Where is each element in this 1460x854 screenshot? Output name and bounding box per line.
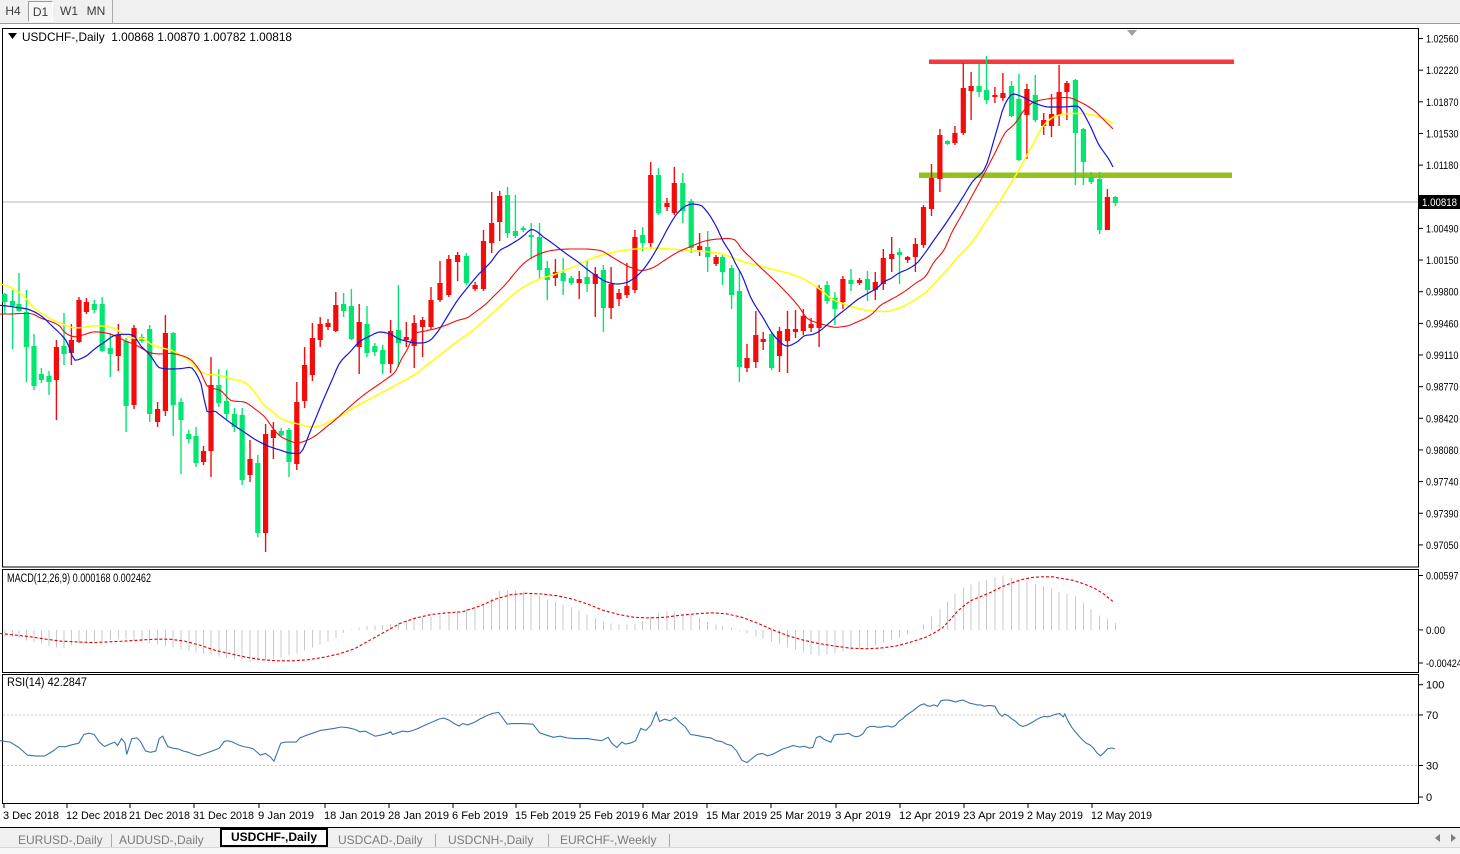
- svg-text:2 May 2019: 2 May 2019: [1027, 810, 1083, 822]
- svg-text:0.00597: 0.00597: [1426, 571, 1459, 583]
- svg-text:15 Mar 2019: 15 Mar 2019: [706, 810, 767, 822]
- svg-text:70: 70: [1426, 710, 1438, 722]
- svg-text:1.01180: 1.01180: [1426, 160, 1459, 172]
- svg-text:0.98080: 0.98080: [1426, 445, 1459, 457]
- svg-text:30: 30: [1426, 761, 1438, 773]
- svg-text:1.00818: 1.00818: [1422, 197, 1457, 209]
- svg-text:12 Dec 2018: 12 Dec 2018: [66, 810, 127, 822]
- svg-text:23 Apr 2019: 23 Apr 2019: [963, 810, 1024, 822]
- svg-text:RSI(14) 42.2847: RSI(14) 42.2847: [7, 677, 87, 689]
- svg-text:3 Dec 2018: 3 Dec 2018: [3, 810, 59, 822]
- svg-text:0.98770: 0.98770: [1426, 382, 1459, 394]
- svg-text:1.00150: 1.00150: [1426, 255, 1459, 267]
- svg-text:28 Jan 2019: 28 Jan 2019: [388, 810, 449, 822]
- svg-text:1.00490: 1.00490: [1426, 223, 1459, 235]
- svg-text:12 May 2019: 12 May 2019: [1091, 810, 1152, 822]
- svg-text:1.01530: 1.01530: [1426, 128, 1459, 140]
- svg-text:MACD(12,26,9) 0.000168 0.00246: MACD(12,26,9) 0.000168 0.002462: [7, 573, 151, 585]
- svg-text:0.99460: 0.99460: [1426, 318, 1459, 330]
- svg-text:100: 100: [1426, 680, 1444, 692]
- svg-text:3 Apr 2019: 3 Apr 2019: [835, 810, 891, 822]
- svg-text:0.97050: 0.97050: [1426, 540, 1459, 552]
- svg-text:18 Jan 2019: 18 Jan 2019: [324, 810, 385, 822]
- svg-text:0.99110: 0.99110: [1426, 350, 1459, 362]
- svg-text:0.98420: 0.98420: [1426, 413, 1459, 425]
- svg-text:0: 0: [1426, 792, 1432, 804]
- svg-text:21 Dec 2018: 21 Dec 2018: [129, 810, 190, 822]
- svg-text:1.01870: 1.01870: [1426, 97, 1459, 109]
- svg-text:25 Mar 2019: 25 Mar 2019: [770, 810, 831, 822]
- svg-text:USDCHF-,Daily 1.00868 1.00870: USDCHF-,Daily 1.00868 1.00870 1.00782 1.…: [22, 30, 292, 44]
- svg-text:0.00: 0.00: [1426, 625, 1445, 637]
- svg-text:15 Feb 2019: 15 Feb 2019: [515, 810, 576, 822]
- svg-text:0.97390: 0.97390: [1426, 508, 1459, 520]
- svg-text:6 Mar 2019: 6 Mar 2019: [642, 810, 698, 822]
- svg-text:1.02220: 1.02220: [1426, 65, 1459, 77]
- svg-text:12 Apr 2019: 12 Apr 2019: [899, 810, 960, 822]
- svg-text:9 Jan 2019: 9 Jan 2019: [258, 810, 314, 822]
- svg-text:0.97740: 0.97740: [1426, 477, 1459, 489]
- svg-text:0.99800: 0.99800: [1426, 287, 1459, 299]
- svg-text:25 Feb 2019: 25 Feb 2019: [579, 810, 640, 822]
- svg-text:-0.004243: -0.004243: [1426, 658, 1460, 670]
- svg-text:1.02560: 1.02560: [1426, 34, 1459, 46]
- svg-text:31 Dec 2018: 31 Dec 2018: [193, 810, 254, 822]
- svg-text:6 Feb 2019: 6 Feb 2019: [452, 810, 508, 822]
